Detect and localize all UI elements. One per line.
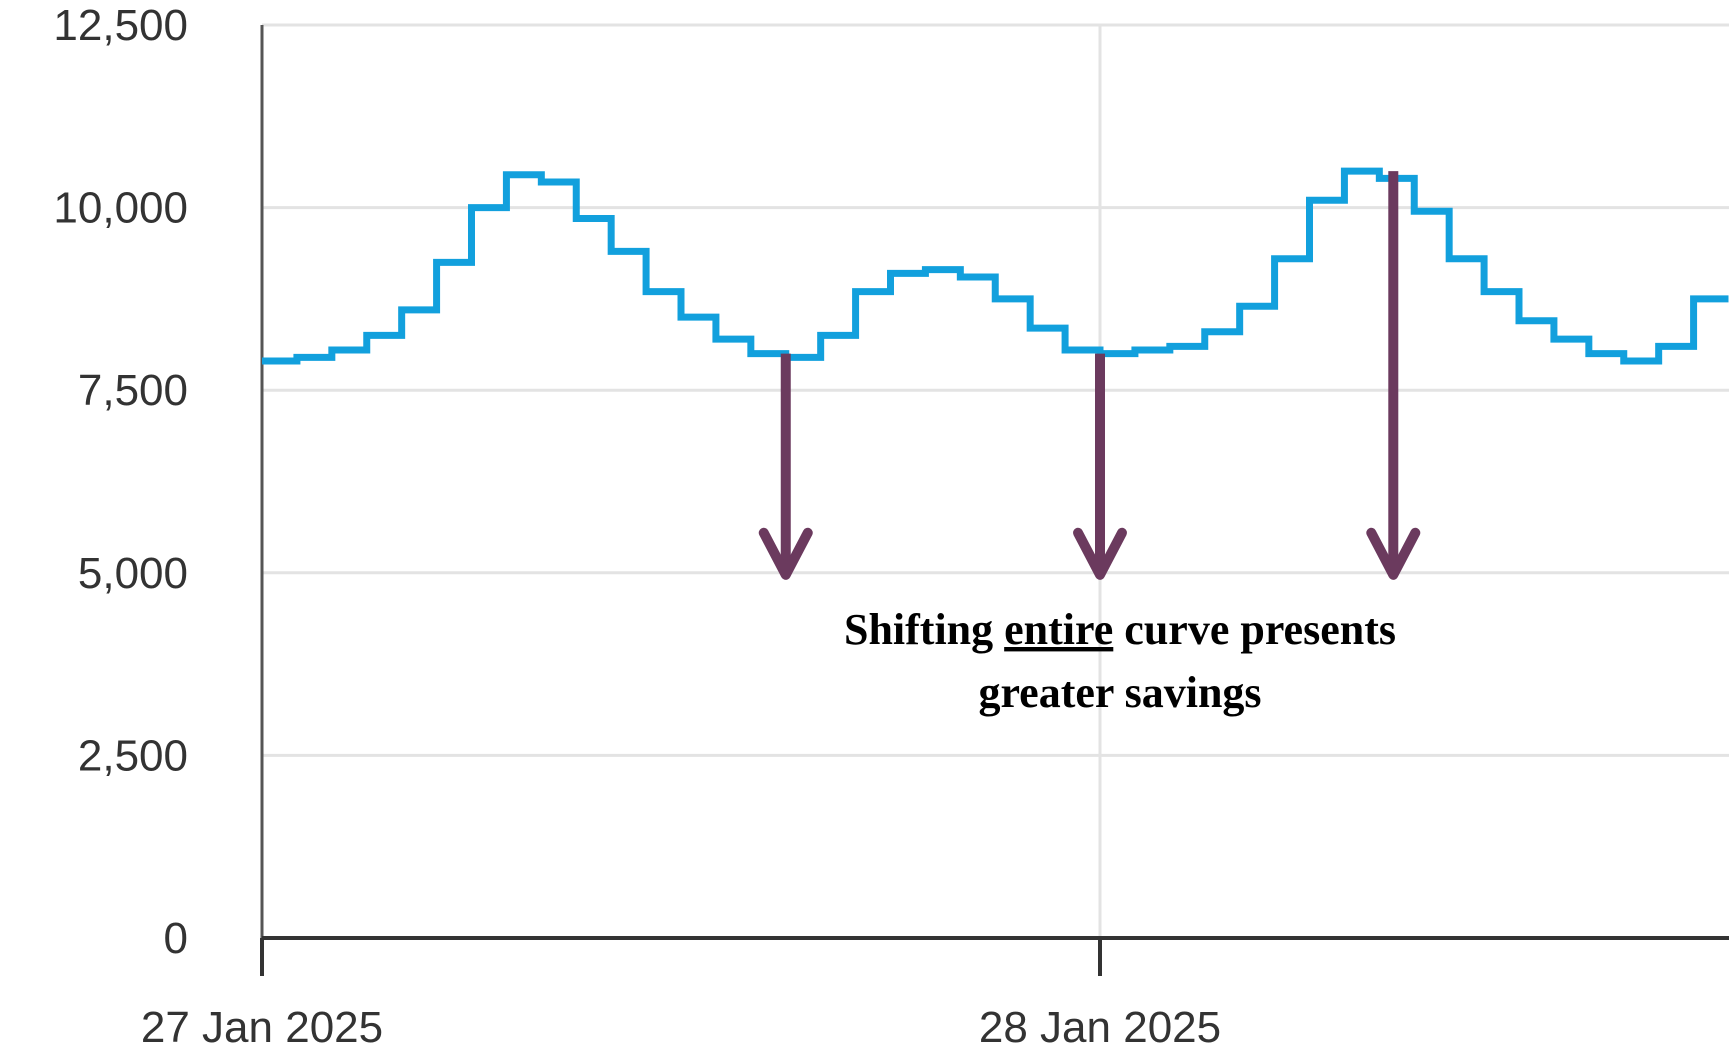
x-tick-label: 27 Jan 2025: [141, 1003, 383, 1048]
x-axis-ticks: 27 Jan 2025 28 Jan 2025: [141, 938, 1221, 1048]
y-tick-label: 5,000: [78, 549, 188, 598]
series-step-line: [262, 167, 1729, 365]
series-layer: [262, 167, 1729, 365]
arrow-head: [1073, 527, 1127, 580]
y-tick-label: 0: [164, 914, 188, 963]
annotation-line-1: Shifting entire curve presents: [844, 605, 1396, 654]
y-tick-label: 12,500: [53, 1, 188, 50]
arrow-head: [1366, 527, 1421, 580]
annotation-before: Shifting: [844, 605, 1004, 654]
y-axis-ticks: 0 2,500 5,000 7,500 10,000 12,500: [53, 1, 188, 963]
annotation-after: curve presents: [1113, 605, 1396, 654]
y-tick-label: 7,500: [78, 366, 188, 415]
annotation-line-2: greater savings: [978, 668, 1261, 717]
x-tick-label: 28 Jan 2025: [979, 1003, 1221, 1048]
y-tick-label: 10,000: [53, 184, 188, 233]
arrow-head: [758, 527, 813, 580]
axes: [260, 25, 1729, 976]
y-tick-label: 2,500: [78, 731, 188, 780]
annotation-underlined: entire: [1004, 605, 1113, 654]
arrows: [758, 171, 1421, 580]
